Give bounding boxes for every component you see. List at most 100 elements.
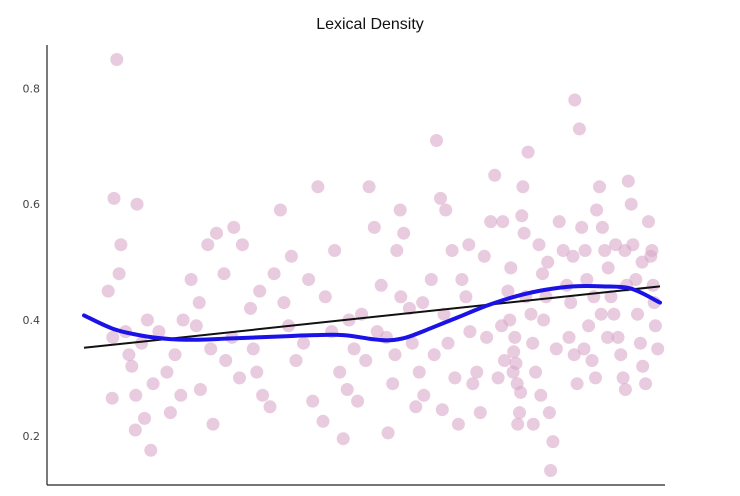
scatter-point [589, 371, 602, 385]
scatter-point [473, 406, 487, 420]
scatter-point [297, 336, 310, 350]
scatter-point [336, 432, 350, 446]
scatter-point [146, 377, 160, 391]
scatter-point [168, 348, 182, 362]
scatter-point [184, 273, 198, 286]
scatter-point [328, 244, 342, 257]
scatter-point [537, 313, 551, 327]
scatter-point [556, 244, 570, 257]
scatter-point [539, 290, 553, 304]
scatter-point [302, 273, 316, 286]
scatter-point [114, 238, 128, 252]
scatter-point [514, 385, 528, 399]
scatter-point [445, 244, 459, 257]
scatter-point [624, 197, 638, 211]
scatter-point [434, 191, 447, 205]
scatter-point [470, 365, 484, 379]
scatter-point [416, 296, 430, 310]
scatter-point [256, 388, 270, 402]
y-tick-label: 0.2 [23, 430, 41, 443]
scatter-point [618, 383, 632, 396]
scatter-point [340, 383, 354, 396]
scatter-point [244, 301, 257, 315]
scatter-point [351, 394, 365, 408]
scatter-point [204, 342, 218, 356]
scatter-point [534, 388, 548, 402]
scatter-point [646, 278, 660, 292]
scatter-point [509, 356, 523, 370]
scatter-point [267, 267, 281, 281]
scatter-point [289, 354, 303, 367]
scatter-point [526, 336, 540, 350]
y-tick-label: 0.4 [23, 314, 41, 327]
scatter-point [160, 365, 174, 379]
scatter-point [594, 307, 608, 321]
scatter-point [463, 325, 477, 339]
scatter-point [284, 249, 298, 263]
scatter-point [246, 342, 260, 356]
scatter-point [542, 406, 556, 420]
scatter-point [636, 359, 650, 373]
scatter-point [501, 284, 515, 298]
scatter-point [277, 296, 291, 310]
y-tick-label: 0.8 [23, 82, 41, 95]
scatter-point [101, 284, 115, 298]
scatter-point [435, 403, 449, 417]
scatter-point [424, 273, 438, 286]
scatter-point [526, 417, 540, 431]
scatter-point [393, 203, 407, 217]
scatter-point [484, 215, 498, 229]
scatter-point [227, 220, 241, 234]
scatter-point [144, 443, 158, 457]
scatter-point [508, 330, 522, 344]
scatter-point [480, 330, 494, 344]
scatter-point [362, 180, 376, 194]
scatter-point [359, 354, 373, 367]
chart-title: Lexical Density [316, 16, 424, 33]
scatter-point [575, 220, 589, 234]
scatter-point [504, 261, 518, 275]
scatter-point [459, 290, 473, 304]
scatter-point [427, 348, 441, 362]
scatter-point [614, 348, 628, 362]
scatter-point [273, 203, 287, 217]
scatter-point [567, 348, 581, 362]
y-ticks: 0.2 0.4 0.6 0.8 [23, 82, 41, 442]
scatter-point [192, 296, 206, 310]
scatter-point [455, 273, 469, 286]
scatter-point [498, 354, 511, 367]
scatter-point [125, 359, 139, 373]
scatter-point [503, 313, 517, 327]
scatter-point [306, 394, 320, 408]
scatter-point [140, 313, 154, 327]
scatter-point [409, 400, 423, 414]
scatter-point [174, 388, 188, 402]
scatter-point [390, 244, 404, 257]
scatter-point [496, 215, 510, 229]
scatter-point [601, 261, 615, 275]
scatter-point [604, 290, 618, 304]
scatter-point [152, 325, 166, 339]
scatter-point [333, 365, 347, 379]
scatter-point [176, 313, 190, 327]
scatter-point [397, 226, 411, 240]
scatter-point [129, 388, 143, 402]
scatter-point [381, 426, 395, 440]
scatter-point [517, 226, 531, 240]
linear-fit-line [83, 285, 661, 349]
scatter-point [477, 249, 491, 263]
scatter-point [201, 238, 215, 252]
scatter-point [488, 168, 502, 182]
smooth-trend-curve [82, 284, 662, 343]
y-tick-label: 0.6 [23, 198, 41, 211]
scatter-point [210, 226, 223, 240]
scatter-point [515, 209, 529, 223]
scatter-point [448, 371, 462, 385]
scatter-point [541, 255, 555, 269]
scatter-point [507, 345, 521, 359]
scatter-point [106, 330, 120, 344]
scatter-point [367, 220, 381, 234]
scatter-point [544, 464, 558, 477]
scatter-point [642, 215, 655, 229]
